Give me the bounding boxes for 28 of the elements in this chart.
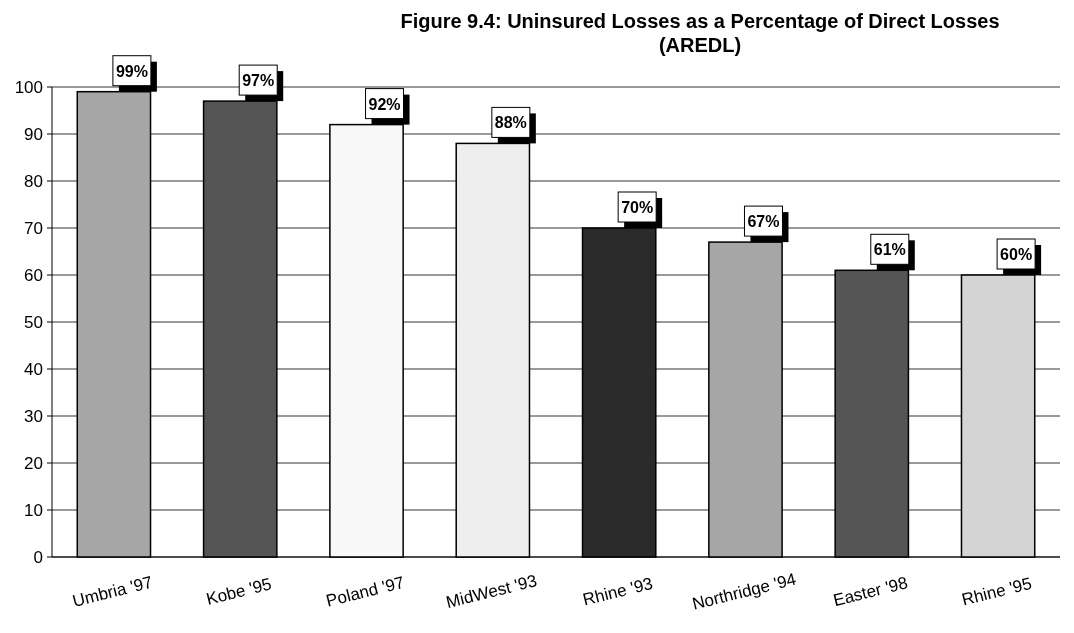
y-tick-label: 50 bbox=[24, 313, 43, 332]
data-label: 61% bbox=[873, 241, 906, 259]
x-tick-label: Northridge '94 bbox=[690, 569, 798, 614]
y-tick-label: 60 bbox=[24, 266, 43, 285]
y-tick-label: 20 bbox=[24, 454, 43, 473]
data-label: 70% bbox=[621, 199, 654, 216]
data-label: 92% bbox=[368, 95, 401, 113]
x-tick-label: Rhine '93 bbox=[580, 573, 655, 610]
x-tick-label: MidWest '93 bbox=[444, 571, 539, 613]
data-label: 60% bbox=[1000, 246, 1033, 263]
data-label: 99% bbox=[115, 62, 148, 80]
y-tick-label: 90 bbox=[24, 125, 43, 144]
data-label: 88% bbox=[494, 114, 527, 132]
x-tick-label: Easter '98 bbox=[831, 573, 910, 611]
y-tick-label: 0 bbox=[33, 548, 43, 567]
y-tick-label: 80 bbox=[24, 172, 43, 191]
data-label: 97% bbox=[242, 72, 275, 90]
data-label: 67% bbox=[747, 213, 780, 231]
y-tick-label: 70 bbox=[24, 219, 43, 238]
x-tick-label: Rhine '95 bbox=[959, 573, 1034, 610]
y-tick-label: 30 bbox=[24, 407, 43, 426]
y-tick-label: 100 bbox=[14, 78, 43, 97]
y-tick-label: 40 bbox=[24, 360, 43, 379]
x-tick-label: Kobe '95 bbox=[204, 574, 274, 609]
chart-title: Figure 9.4: Uninsured Losses as a Percentage of Direct Losses (AREDL) bbox=[400, 10, 1000, 56]
y-tick-label: 10 bbox=[24, 501, 43, 520]
x-tick-label: Umbria '97 bbox=[70, 572, 155, 611]
x-tick-label: Poland '97 bbox=[324, 572, 407, 611]
